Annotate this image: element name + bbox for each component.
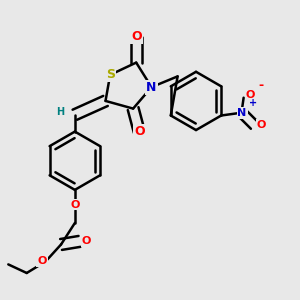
Text: N: N (146, 81, 157, 94)
Text: N: N (238, 108, 247, 118)
Text: H: H (56, 107, 64, 117)
Text: +: + (249, 98, 257, 108)
Text: -: - (258, 79, 263, 92)
Text: O: O (256, 120, 266, 130)
Text: O: O (82, 236, 91, 246)
Text: O: O (131, 30, 142, 43)
Text: O: O (134, 125, 145, 138)
Text: O: O (70, 200, 80, 210)
Text: O: O (37, 256, 47, 266)
Text: S: S (106, 68, 115, 81)
Text: O: O (246, 90, 255, 100)
